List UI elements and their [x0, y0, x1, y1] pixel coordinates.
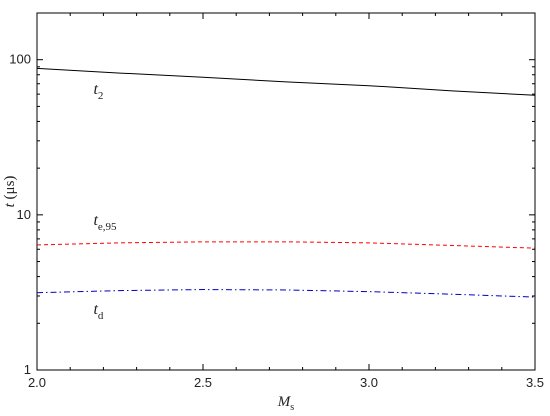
x-axis-label: Ms [277, 394, 295, 413]
series-line-2 [36, 289, 536, 298]
y-axis-label-main: t [2, 202, 18, 207]
series-annotation-2: td [93, 301, 103, 322]
x-tick-label: 2.5 [194, 375, 212, 390]
y-tick-label: 10 [17, 207, 31, 222]
x-tick-label: 2.0 [28, 375, 46, 390]
axis-ticks: 2.0 2.5 3.0 3.5 1 10 100 [9, 12, 544, 390]
x-tick-label: 3.0 [360, 375, 378, 390]
plot-frame [36, 12, 536, 371]
series-lines [36, 67, 536, 298]
series-annotation-1: te,95 [93, 212, 117, 233]
y-axis-label-unit: (μs) [2, 176, 18, 204]
annotation-sub: e,95 [98, 221, 117, 233]
series-line-1 [36, 241, 536, 249]
plot-area [36, 12, 536, 371]
x-axis-label-main: M [277, 394, 292, 410]
y-tick-label: 1 [24, 362, 31, 377]
series-line-0 [36, 67, 536, 96]
x-tick-label: 3.5 [526, 375, 544, 390]
annotation-main: t [93, 81, 98, 98]
y-axis-label: t (μs) [2, 176, 18, 208]
annotation-sub: d [98, 310, 104, 322]
annotation-main: t [93, 212, 98, 229]
series-annotation-0: t2 [93, 81, 103, 102]
x-axis-label-sub: s [290, 402, 294, 413]
annotation-main: t [93, 301, 98, 318]
y-tick-label: 100 [9, 52, 31, 67]
annotation-sub: 2 [98, 90, 104, 102]
